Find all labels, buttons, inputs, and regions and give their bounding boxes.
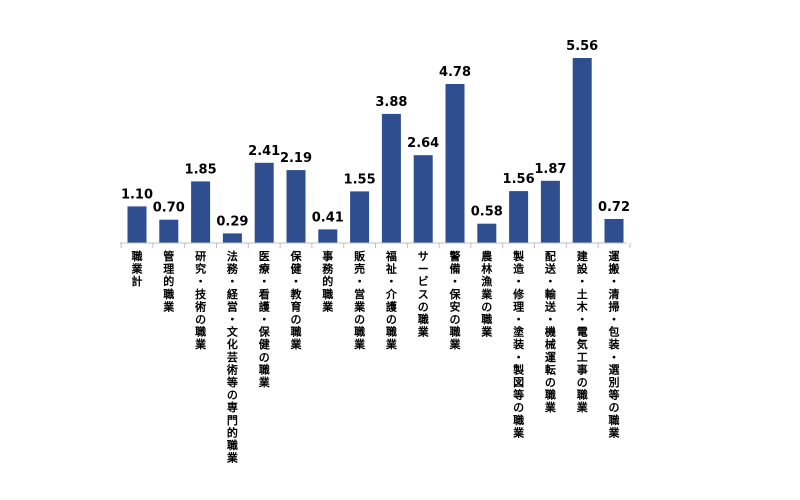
category-label: 職業計 <box>131 249 144 288</box>
category-label: 配送・輸送・機械運転の職業 <box>544 249 557 414</box>
data-label: 2.41 <box>248 144 280 159</box>
data-label: 1.56 <box>503 172 535 187</box>
data-label: 0.58 <box>471 205 503 220</box>
category-label: 製造・修理・塗装・製図等の職業 <box>512 249 525 439</box>
bar <box>604 219 624 243</box>
category-label: 運搬・清掃・包装・選別等の職業 <box>608 250 621 439</box>
data-label: 5.56 <box>566 39 598 54</box>
bar <box>477 223 497 243</box>
x-axis <box>120 242 631 248</box>
data-label: 2.19 <box>280 151 312 166</box>
bar <box>381 113 401 244</box>
bars-layer <box>127 58 624 244</box>
data-label: 0.41 <box>312 210 344 225</box>
bar <box>286 170 306 243</box>
category-label: 管理的職業 <box>162 249 175 313</box>
category-label: 法務・経営・文化芸術等の専門的職業 <box>226 249 239 465</box>
category-label: 福祉・介護の職業 <box>385 249 398 351</box>
bar <box>540 180 560 243</box>
category-label: 研究・技術の職業 <box>194 250 207 351</box>
bar <box>191 181 211 243</box>
data-label: 1.85 <box>185 162 217 177</box>
category-label: 保健・教育の職業 <box>290 249 303 351</box>
bar <box>318 229 338 243</box>
category-labels-layer: 職業計 管理的職業 研究・技術の職業 法務・経営・文化芸術等の専門的職業 医療・看護・保… <box>131 249 621 465</box>
value-labels-layer: 1.100.70 1.85 0.29 2.41 2.19 0.41 1.55 3.88 2.64… <box>121 39 630 229</box>
bar <box>509 191 529 243</box>
bar <box>350 191 370 243</box>
data-label: 0.70 <box>153 201 185 216</box>
bar <box>254 162 274 243</box>
data-label: 1.10 <box>121 187 153 202</box>
data-label: 1.55 <box>344 172 376 187</box>
bar <box>413 155 433 243</box>
data-label: 0.72 <box>598 200 630 215</box>
bar <box>572 58 592 243</box>
category-label: 農林漁業の職業 <box>480 249 493 339</box>
bar <box>127 206 147 243</box>
category-label: 医療・看護・保健の職業 <box>258 250 271 389</box>
category-label: サービスの職業 <box>417 250 430 339</box>
bar <box>445 84 465 243</box>
category-label: 事務的職業 <box>321 249 334 313</box>
category-label: 販売・営業の職業 <box>353 249 366 351</box>
data-label: 3.88 <box>375 95 407 110</box>
bar <box>222 233 242 243</box>
data-label: 1.87 <box>534 162 566 177</box>
data-label: 4.78 <box>439 65 471 80</box>
data-label: 2.64 <box>407 136 439 151</box>
data-label: 0.29 <box>216 214 248 229</box>
bar <box>159 219 179 243</box>
category-label: 建設・土木・電気工事の職業 <box>576 249 589 414</box>
category-label: 警備・保安の職業 <box>449 249 462 351</box>
